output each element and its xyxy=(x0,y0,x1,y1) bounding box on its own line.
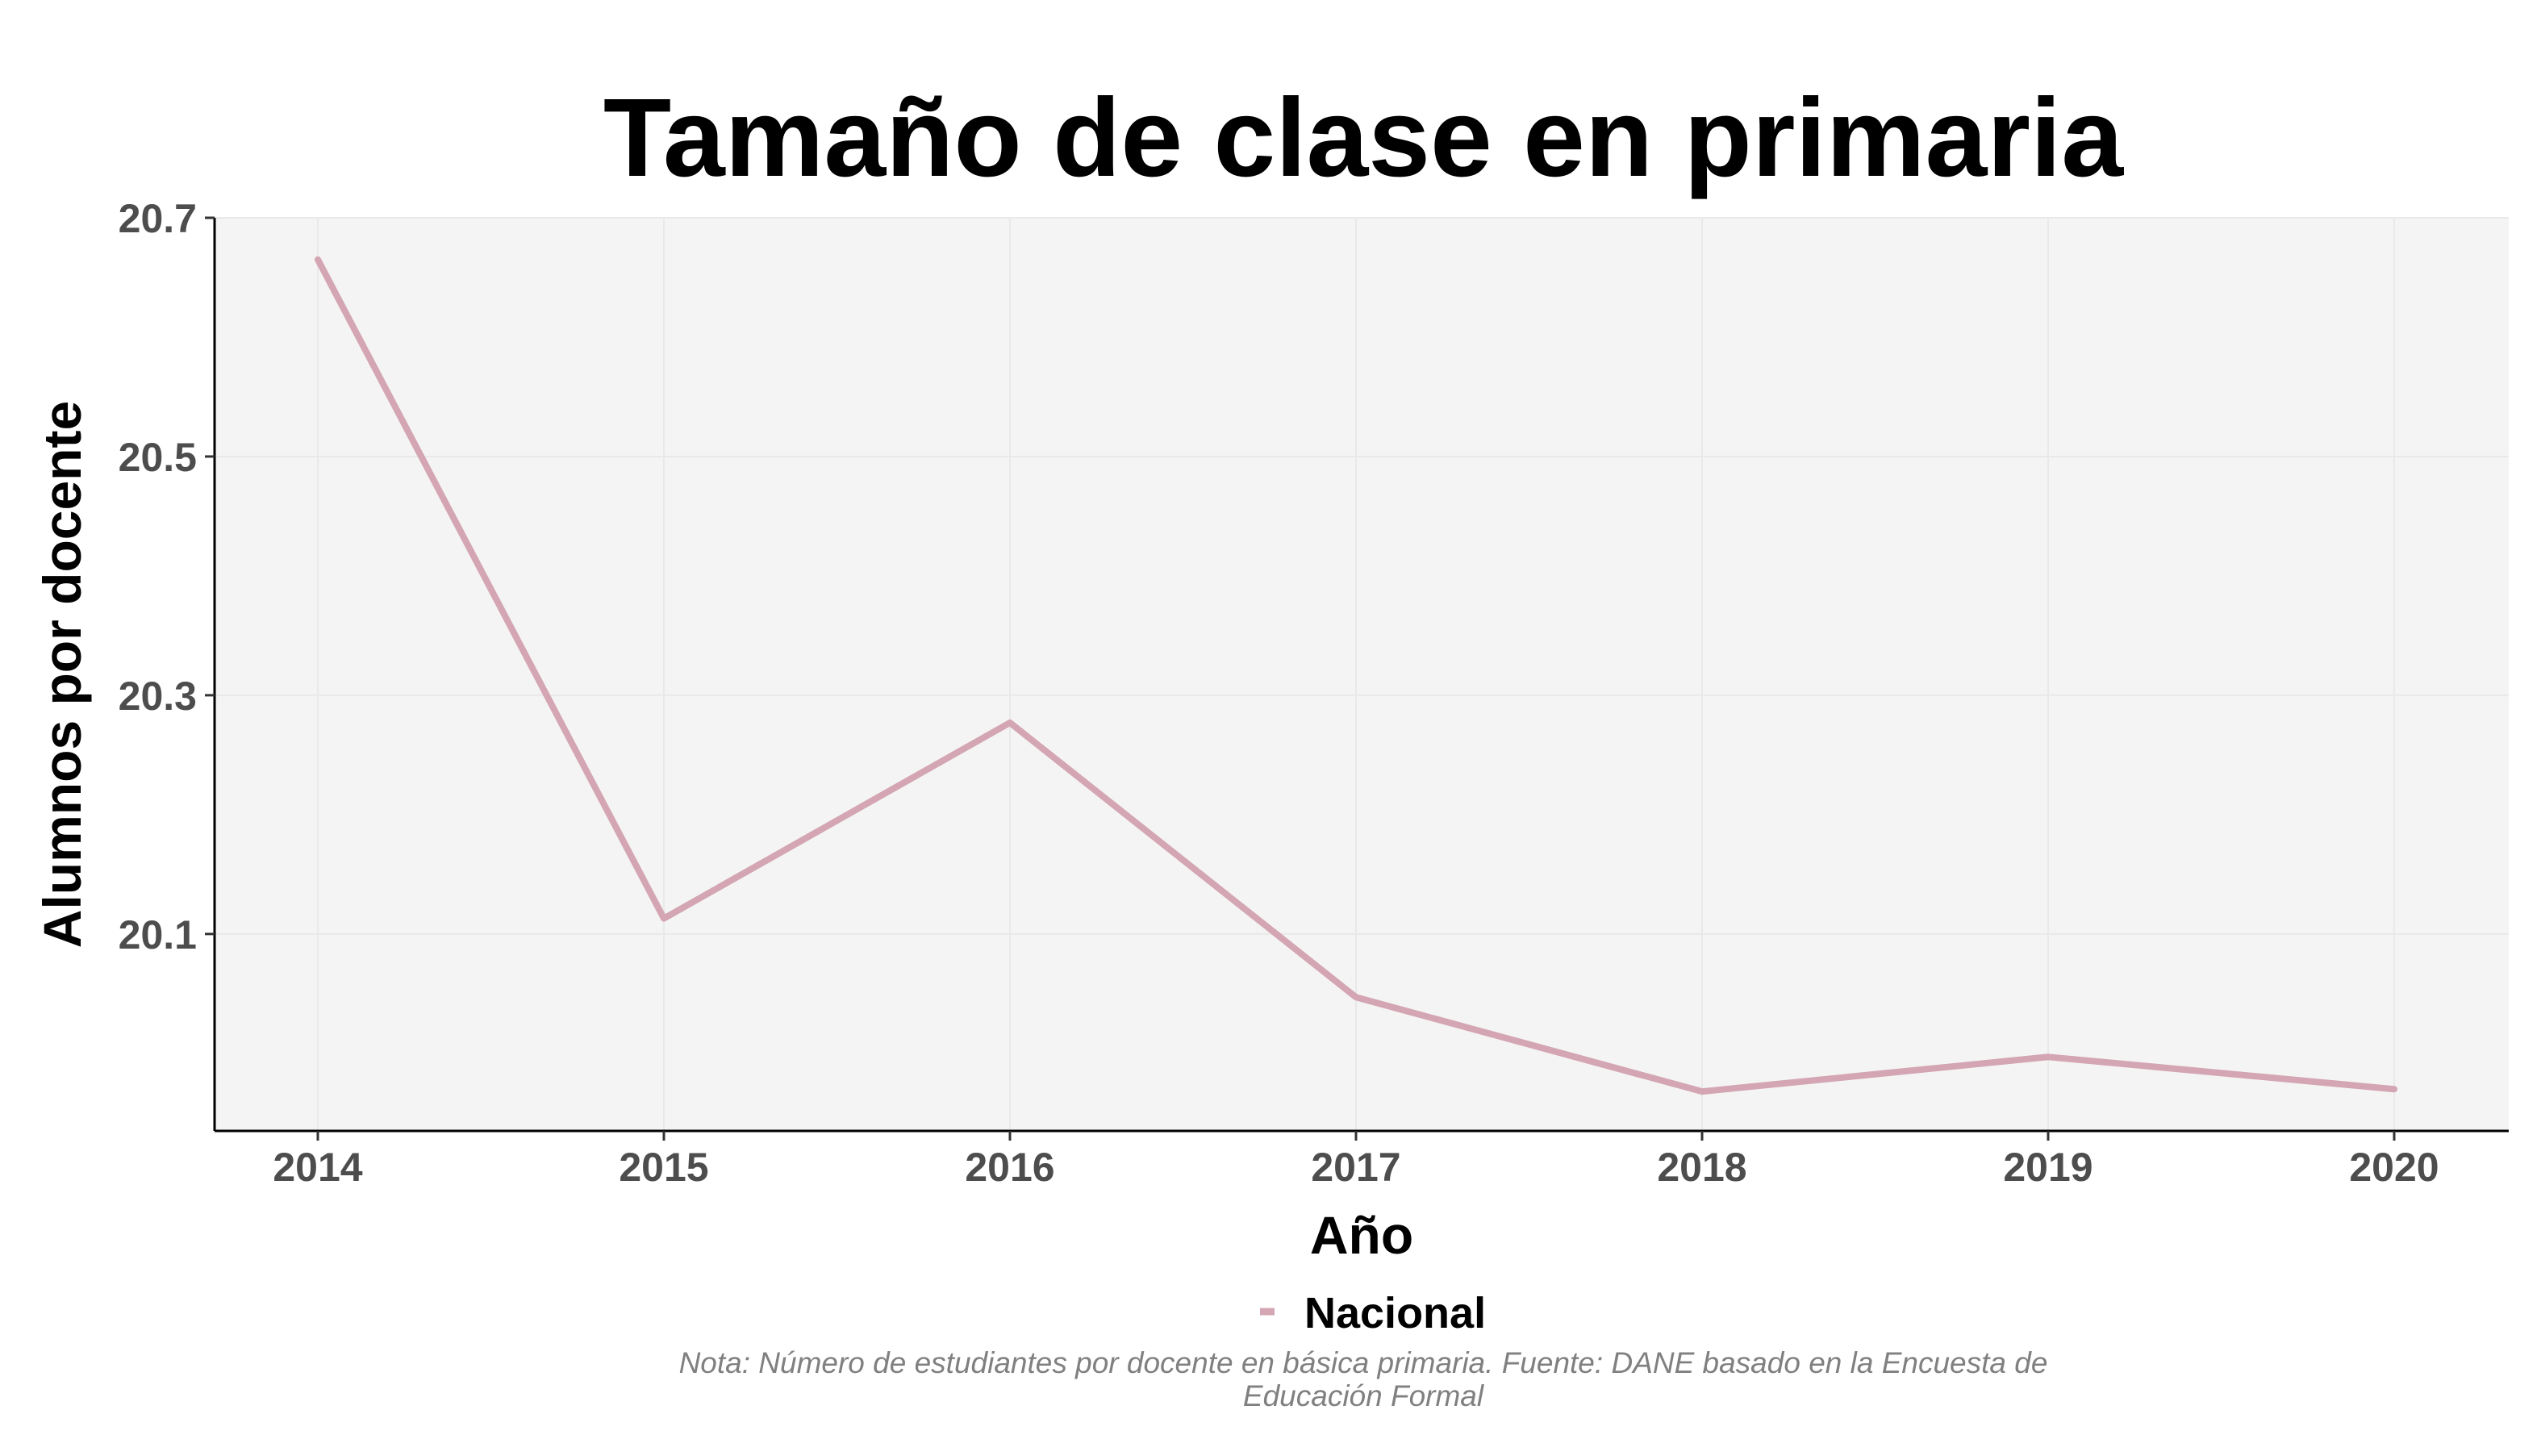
caption-line-2: Educación Formal xyxy=(1243,1379,1485,1412)
y-axis-title: Alumnos por docente xyxy=(32,401,92,948)
x-tick-label: 2017 xyxy=(1311,1145,1400,1190)
x-tick-label: 2016 xyxy=(965,1145,1054,1190)
x-tick-label: 2020 xyxy=(2349,1145,2439,1190)
x-tick-label: 2015 xyxy=(619,1145,708,1190)
legend-label-nacional: Nacional xyxy=(1304,1289,1486,1337)
x-tick-label: 2018 xyxy=(1657,1145,1746,1190)
y-tick-label: 20.7 xyxy=(119,196,197,241)
caption-line-1: Nota: Número de estudiantes por docente … xyxy=(679,1346,2048,1379)
x-axis-title: Año xyxy=(1310,1205,1413,1265)
plot-background xyxy=(215,218,2509,1131)
chart-title: Tamaño de clase en primaria xyxy=(603,76,2124,200)
x-tick-label: 2019 xyxy=(2003,1145,2092,1190)
y-tick-label: 20.5 xyxy=(119,435,197,480)
y-tick-label: 20.3 xyxy=(119,674,197,719)
x-tick-label: 2014 xyxy=(273,1145,362,1190)
legend: Nacional xyxy=(1260,1289,1486,1337)
x-axis-ticks: 2014 2015 2016 2017 2018 2019 2020 xyxy=(273,1131,2439,1190)
y-tick-label: 20.1 xyxy=(119,912,197,957)
y-axis-ticks: 20.7 20.5 20.3 20.1 xyxy=(119,196,215,957)
